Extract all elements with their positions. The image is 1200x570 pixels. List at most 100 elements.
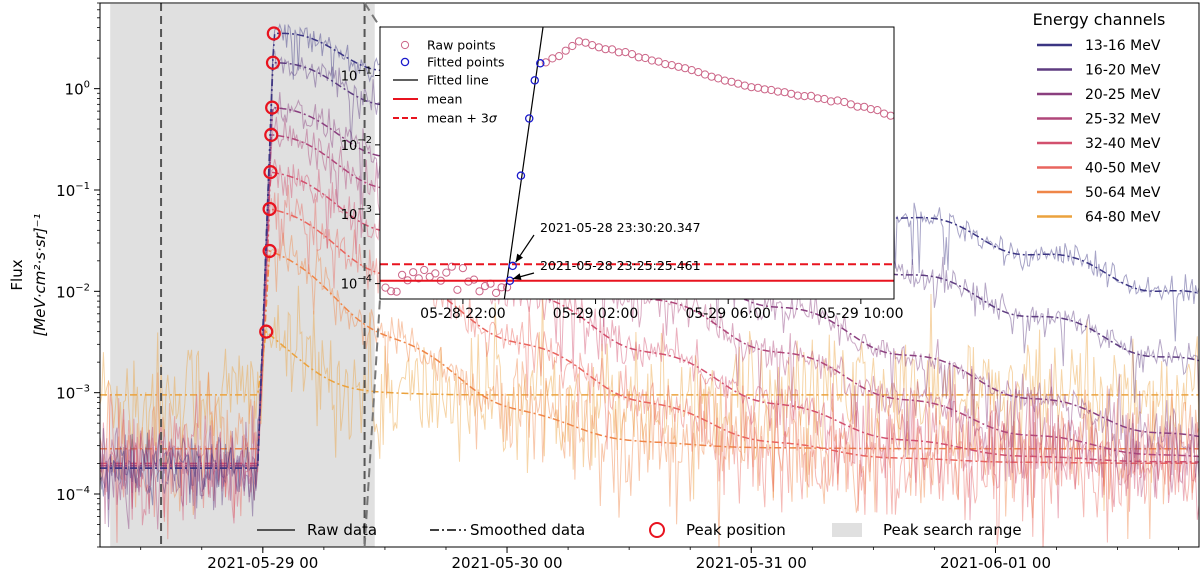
legend-label: 16-20 MeV xyxy=(1085,63,1161,79)
inset-y-tick-label: 10−3 xyxy=(341,204,372,223)
raw-data-line xyxy=(100,159,1199,526)
peak-marker xyxy=(263,165,278,180)
legend-label: 50-64 MeV xyxy=(1085,185,1161,201)
peak-position-swatch xyxy=(649,522,665,538)
raw-data-line xyxy=(100,116,1199,530)
inset-legend-raw-swatch xyxy=(400,40,410,50)
peak-marker xyxy=(265,100,280,115)
inset-y-tick-label: 10−2 xyxy=(341,135,372,154)
smoothed-data-line xyxy=(100,133,1199,467)
raw-point xyxy=(561,46,570,55)
legend-item: 13-16 MeV xyxy=(1037,38,1161,54)
raw-point xyxy=(475,287,484,296)
legend-label: 13-16 MeV xyxy=(1085,38,1161,54)
y-tick-label: 100 xyxy=(65,80,90,99)
smoothed-data-line xyxy=(100,249,1199,450)
annotation-text: 2021-05-28 23:25:25.461 xyxy=(540,258,701,273)
inset-legend-mean-3sigma: mean + 3σ xyxy=(427,111,498,126)
inset-legend-fitted-points: Fitted points xyxy=(427,55,505,70)
inset-x-tick-label: 05-28 22:00 xyxy=(420,306,505,322)
legend-label: 64-80 MeV xyxy=(1085,210,1161,226)
x-tick-label: 2021-06-01 00 xyxy=(940,554,1051,570)
raw-point xyxy=(398,270,407,279)
peak-marker xyxy=(264,127,279,142)
inset-chart: 05-28 22:00 05-29 02:00 05-29 06:00 05-29 1… xyxy=(341,26,904,322)
annotation-arrow-head xyxy=(515,253,524,263)
inset-x-tick-label: 05-29 10:00 xyxy=(818,306,903,322)
raw-point xyxy=(387,287,396,296)
series-32-40-MeV xyxy=(100,159,1199,526)
smoothed-data-line xyxy=(100,62,1199,469)
fitted-point xyxy=(536,59,545,68)
inset-legend-raw-points: Raw points xyxy=(427,38,496,53)
x-tick-label: 2021-05-29 00 xyxy=(207,554,318,570)
inset-x-tick-label: 05-29 06:00 xyxy=(685,306,770,322)
inset-y-tick-label: 10−4 xyxy=(341,274,372,293)
fitted-point xyxy=(508,261,517,271)
raw-point xyxy=(453,285,462,294)
main-plot-frame xyxy=(99,2,1200,548)
series-25-32-MeV xyxy=(100,116,1199,530)
fitted-point xyxy=(530,76,540,85)
raw-point xyxy=(634,53,643,62)
raw-point xyxy=(608,45,617,54)
legend-item: 25-32 MeV xyxy=(1037,112,1161,128)
inset-annotation: 2021-05-28 23:30:20.347 xyxy=(515,220,701,263)
inset-y-tick-label: 10−1 xyxy=(341,65,372,84)
raw-point xyxy=(541,58,550,67)
peak-search-range xyxy=(110,4,375,547)
raw-point xyxy=(480,282,490,291)
inset-plot-frame xyxy=(379,26,895,300)
raw-point xyxy=(886,111,894,120)
raw-point xyxy=(661,60,670,69)
inset-plot-area xyxy=(380,27,894,299)
raw-point xyxy=(601,45,610,54)
raw-point xyxy=(614,48,623,57)
series-40-50-MeV xyxy=(100,184,1199,547)
raw-point xyxy=(458,264,467,273)
peak-marker xyxy=(259,324,274,339)
legend-peak-search-range: Peak search range xyxy=(883,521,1022,539)
smoothed-data-line xyxy=(100,171,1199,465)
legend-item: 40-50 MeV xyxy=(1037,161,1161,177)
y-tick-label: 10−3 xyxy=(56,384,90,403)
raw-point xyxy=(760,85,769,94)
peak-marker xyxy=(265,55,281,70)
zoom-connector-top xyxy=(363,2,381,28)
legend-label: 40-50 MeV xyxy=(1085,161,1161,177)
smoothed-data-line xyxy=(100,207,1199,465)
raw-point xyxy=(627,50,637,59)
series-50-64-MeV xyxy=(100,232,1199,547)
legend-smoothed-data: Smoothed data xyxy=(470,521,585,539)
peak-marker xyxy=(262,201,277,217)
y-axis-unit: [MeV·cm²·s·sr]⁻¹ xyxy=(31,213,49,336)
series-64-80-MeV xyxy=(100,277,1199,512)
fitted-point xyxy=(505,276,515,285)
peak-marker xyxy=(266,26,281,41)
legend-raw-data: Raw data xyxy=(307,521,377,539)
inset-legend-fitted-line: Fitted line xyxy=(427,73,489,88)
legend-label: 20-25 MeV xyxy=(1085,87,1161,103)
inset-legend-mean: mean xyxy=(427,92,462,107)
fitted-points xyxy=(505,59,545,285)
raw-point xyxy=(800,92,809,101)
y-tick-label: 10−4 xyxy=(56,485,90,504)
raw-data-line xyxy=(100,184,1199,547)
inset-annotation: 2021-05-28 23:25:25.461 xyxy=(512,258,701,281)
fitted-line xyxy=(503,27,544,299)
raw-point xyxy=(873,106,882,115)
inset-x-tick-label: 05-29 02:00 xyxy=(553,306,638,322)
annotation-arrow-head xyxy=(512,273,522,281)
raw-point xyxy=(826,97,836,106)
legend-title: Energy channels xyxy=(1033,10,1166,29)
raw-data-line xyxy=(100,232,1199,547)
raw-point xyxy=(555,52,564,61)
peak-marker xyxy=(262,243,277,259)
raw-point xyxy=(747,83,756,92)
smoothed-data-line xyxy=(100,330,1199,396)
legend-item: 20-25 MeV xyxy=(1037,87,1161,103)
legend-item: 64-80 MeV xyxy=(1037,210,1161,226)
raw-point xyxy=(409,268,418,277)
legend-item: 16-20 MeV xyxy=(1037,63,1161,79)
